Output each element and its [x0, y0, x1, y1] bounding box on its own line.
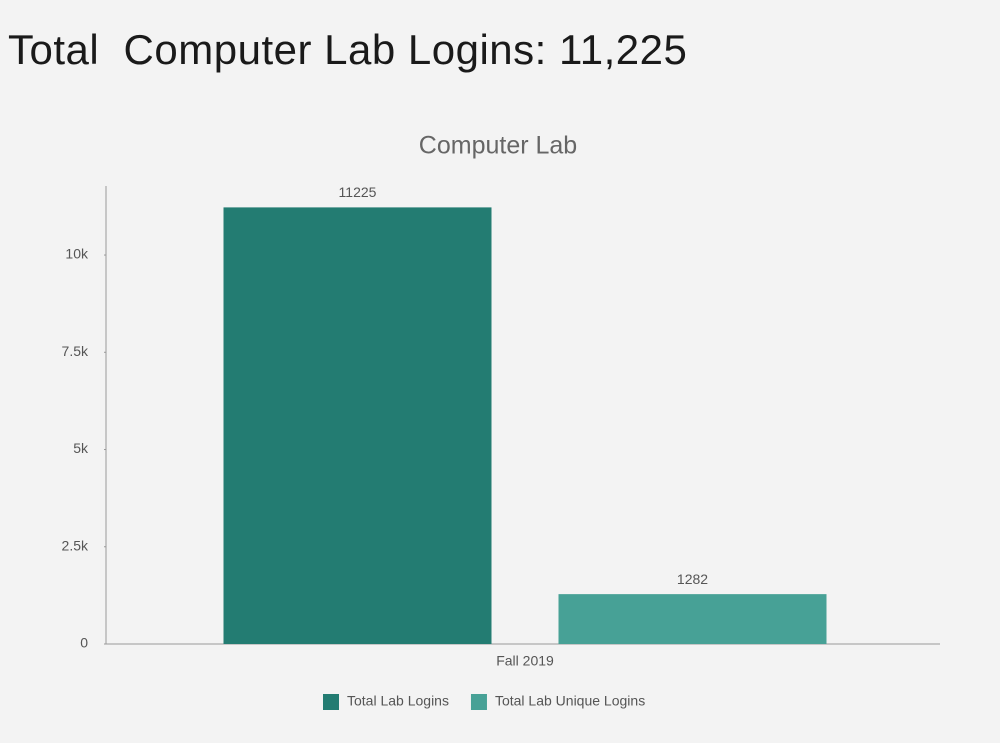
legend-swatch	[323, 694, 339, 710]
data-label: 11225	[339, 184, 377, 200]
legend-label: Total Lab Unique Logins	[495, 693, 645, 709]
page-title: Total Computer Lab Logins: 11,225	[8, 26, 688, 73]
chart-title: Computer Lab	[419, 132, 577, 160]
y-tick-label: 2.5k	[62, 537, 89, 553]
y-tick-label: 0	[80, 635, 88, 651]
bar	[223, 207, 492, 645]
y-tick-label: 7.5k	[62, 343, 89, 359]
x-tick-label: Fall 2019	[496, 653, 554, 669]
legend-label: Total Lab Logins	[347, 693, 449, 709]
y-tick-label: 5k	[73, 440, 89, 456]
bar	[558, 594, 827, 644]
legend-swatch	[470, 694, 487, 710]
data-label: 1282	[677, 571, 708, 587]
y-tick-label: 10k	[65, 246, 89, 262]
